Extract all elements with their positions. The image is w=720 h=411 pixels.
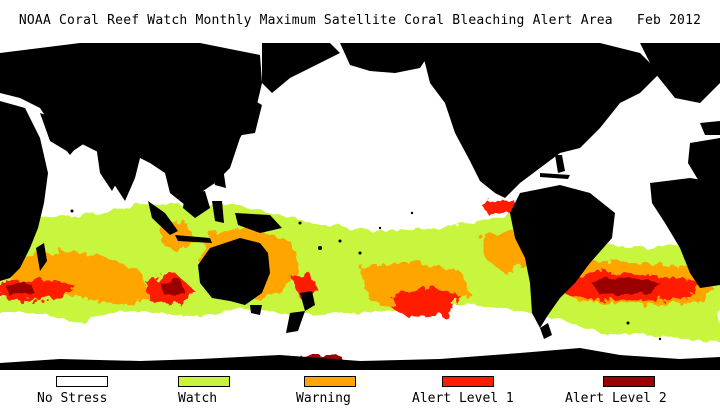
legend-label: Alert Level 2 — [565, 391, 667, 406]
bleaching-alert-map — [0, 43, 720, 370]
legend-swatch — [603, 376, 655, 387]
legend-label: Alert Level 1 — [412, 391, 514, 406]
legend-swatch — [178, 376, 230, 387]
legend-label: No Stress — [37, 391, 108, 406]
legend-label: Watch — [178, 391, 218, 406]
legend-label: Warning — [296, 391, 351, 406]
islands — [70, 209, 662, 341]
land-masses — [0, 43, 720, 370]
map-title: NOAA Coral Reef Watch Monthly Maximum Sa… — [18, 13, 702, 28]
legend-swatch — [442, 376, 494, 387]
world-map-svg — [0, 43, 720, 370]
legend-swatch — [56, 376, 108, 387]
legend-swatch — [304, 376, 356, 387]
